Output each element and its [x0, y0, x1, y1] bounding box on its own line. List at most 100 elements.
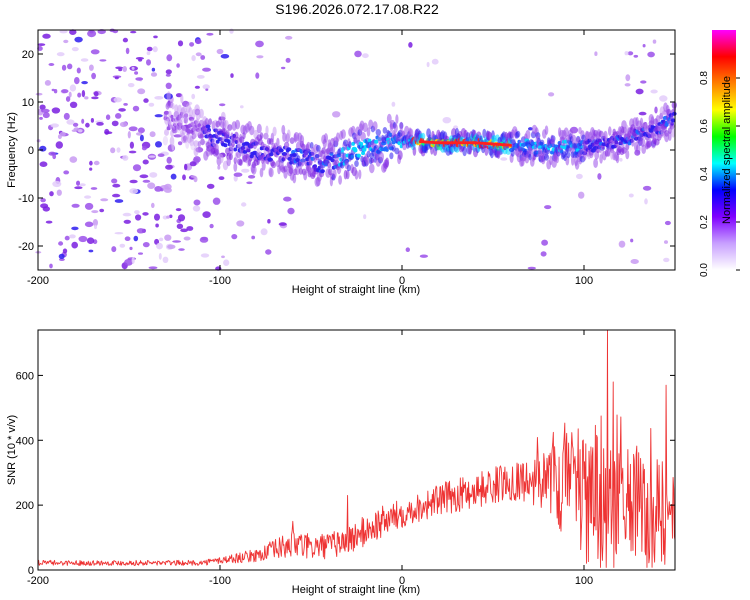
spectrogram-blob — [628, 193, 634, 198]
colorbar-tick-label: 0.2 — [699, 215, 710, 229]
spectrogram-blob — [42, 33, 51, 39]
spectrogram-ridge-mark — [238, 159, 243, 167]
spectrogram-blob — [76, 67, 81, 74]
spectrogram-blob — [165, 82, 172, 90]
spectrogram-ridge-mark — [199, 133, 204, 138]
spectrogram-blob — [69, 156, 78, 163]
spectrogram-blob — [175, 208, 182, 212]
spectrogram-marks — [35, 28, 677, 271]
spectrogram-ridge-mark — [174, 104, 179, 114]
spectrogram-blob — [122, 37, 128, 43]
spectrogram-ridge-mark — [320, 169, 325, 174]
spectrogram-blob — [190, 175, 197, 178]
spectrogram-blob — [128, 126, 138, 132]
spectrogram-blob — [69, 29, 77, 35]
spectrogram-blob — [200, 253, 210, 258]
spectrogram-blob — [72, 122, 79, 127]
spectrogram-ridge-mark — [539, 139, 545, 147]
spectrogram-blob — [129, 188, 139, 194]
spectrogram-blob — [64, 235, 70, 241]
spectrogram-blob — [178, 248, 185, 251]
spectrogram-blob — [157, 153, 165, 157]
spectrogram-ridge-mark — [571, 156, 575, 166]
spectrogram-ridge-mark — [340, 129, 346, 139]
spectrogram-blob — [540, 251, 547, 257]
spectrogram-ridge-mark — [484, 146, 489, 156]
spectrogram-ridge-mark — [205, 124, 211, 129]
spectrogram-blob — [618, 240, 626, 248]
spectrogram-blob — [58, 241, 64, 246]
spectrogram-ridge-mark — [327, 161, 332, 169]
spectrogram-blob — [149, 172, 158, 178]
spectrogram-blob — [154, 114, 163, 118]
spectrogram-blob — [354, 50, 362, 58]
spectrogram-blob — [205, 88, 209, 91]
spectrogram-blob — [177, 40, 184, 47]
spectrogram-ridge-mark — [226, 139, 231, 144]
colorbar-tick-label: 0.6 — [699, 119, 710, 133]
spectrogram-ridge-mark — [544, 125, 549, 135]
spectrogram-blob — [149, 131, 156, 138]
spectrogram-blob — [578, 191, 585, 199]
spectrogram-ridge-mark — [208, 118, 212, 125]
spectrogram-blob — [212, 197, 221, 205]
spectrogram-ridge-mark — [200, 138, 205, 146]
spectrogram-blob — [240, 105, 244, 109]
spectrogram-ridge-mark — [188, 107, 193, 117]
spectrogram-ridge-mark — [487, 131, 493, 142]
spectrogram-blob — [122, 66, 127, 72]
spectrogram-blob — [71, 226, 79, 231]
spectrogram-ridge-mark — [171, 102, 175, 110]
spectrogram-blob — [154, 213, 160, 221]
spectrogram-blob — [129, 246, 133, 251]
spectrogram-ridge-mark — [354, 170, 359, 180]
spectrogram-blob — [192, 205, 201, 212]
spectrogram-blob — [55, 141, 63, 149]
spectrogram-blob — [89, 30, 94, 34]
spectrogram-blob — [130, 30, 137, 34]
spectrogram-blob — [89, 160, 93, 166]
spectrogram-y-tick-label: 20 — [22, 49, 34, 61]
spectrogram-blob — [223, 259, 230, 267]
spectrogram-blob — [152, 46, 158, 53]
spectrogram-blob — [654, 106, 658, 114]
spectrogram-blob — [217, 165, 221, 170]
spectrogram-blob — [139, 134, 144, 142]
spectrogram-blob — [202, 67, 211, 72]
spectrogram-blob — [630, 238, 634, 243]
spectrogram-blob — [167, 244, 176, 250]
spectrogram-ridge-mark — [395, 114, 399, 124]
spectrogram-blob — [619, 157, 623, 162]
spectrogram-ridge-mark — [303, 170, 308, 181]
spectrogram-blob — [114, 232, 124, 235]
spectrogram-ridge-mark — [162, 135, 168, 146]
spectrogram-blob — [93, 160, 100, 166]
spectrogram-blob — [287, 207, 295, 215]
spectrogram-ridge-mark — [184, 110, 189, 121]
spectrogram-blob — [627, 51, 634, 56]
spectrogram-blob — [59, 29, 68, 34]
snr-y-tick-label: 400 — [16, 435, 34, 447]
spectrogram-ridge-mark — [563, 127, 569, 137]
spectrogram-blob — [56, 189, 62, 196]
spectrogram-blob — [141, 146, 147, 151]
spectrogram-blob — [166, 54, 173, 62]
spectrogram-ridge-mark — [672, 111, 677, 116]
spectrogram-ridge-mark — [365, 155, 370, 166]
spectrogram-blob — [65, 96, 71, 102]
spectrogram-ridge-mark — [192, 131, 198, 138]
spectrogram-x-tick-label: -100 — [209, 275, 231, 287]
spectrogram-blob — [84, 221, 94, 228]
spectrogram-blob — [51, 107, 61, 114]
spectrogram-blob — [114, 76, 119, 80]
spectrogram-blob — [105, 114, 111, 120]
spectrogram-ridge-mark — [571, 134, 577, 145]
spectrogram-blob — [164, 183, 172, 190]
spectrogram-blob — [142, 212, 149, 216]
spectrogram-blob — [40, 198, 46, 203]
colorbar-tick-label: 0.8 — [699, 71, 710, 85]
spectrogram-ridge-mark — [220, 111, 226, 122]
spectrogram-blob — [137, 88, 146, 95]
spectrogram-ridge-mark — [608, 126, 612, 136]
spectrogram-ridge-mark — [668, 131, 672, 141]
